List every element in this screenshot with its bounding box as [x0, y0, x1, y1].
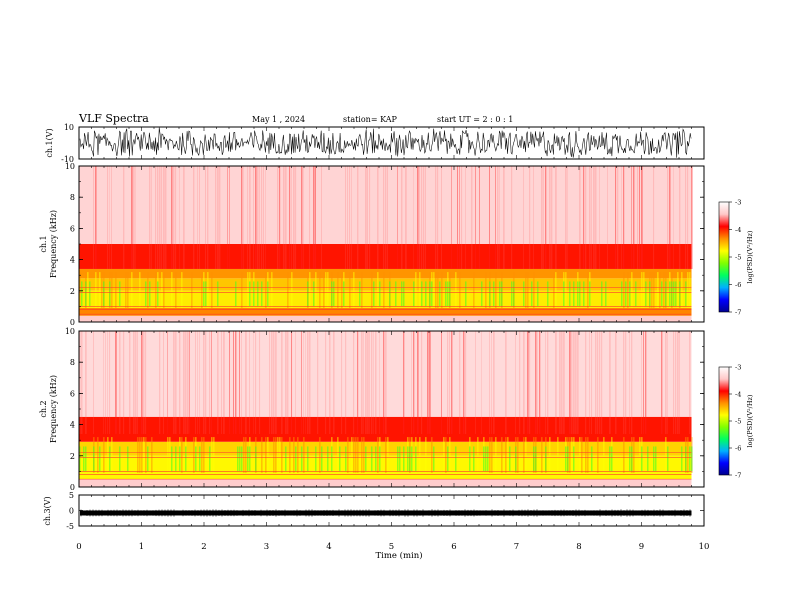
ch3-voltage-axis-label: ch.3(V) — [43, 496, 52, 525]
frequency-tick-label: 6 — [70, 224, 75, 233]
time-tick-label: 9 — [639, 542, 644, 552]
colorbar-tick-label: -4 — [735, 391, 741, 399]
ch2-colorbar: -3 -4 -5 -6 -7 log(PSD)(V²/Hz) — [718, 364, 754, 480]
frequency-tick-label: 2 — [70, 287, 75, 296]
voltage-tick-label: -5 — [66, 522, 74, 531]
frequency-tick-label: 10 — [65, 327, 75, 336]
ch1-frequency-axis-label: Frequency (kHz) — [49, 210, 58, 278]
colorbar-tick-label: -3 — [735, 364, 741, 372]
frequency-tick-label: 4 — [70, 421, 75, 430]
ch3-waveform-trace — [80, 510, 692, 516]
ch2-colorbar-label: log(PSD)(V²/Hz) — [746, 394, 754, 447]
time-tick-label: 7 — [514, 542, 519, 552]
colorbar-tick-label: -4 — [735, 226, 741, 234]
spectrogram-band — [79, 331, 692, 417]
date-label: May 1 , 2024 — [252, 115, 305, 124]
ch2-channel-axis-label: ch.2 — [39, 400, 48, 417]
frequency-tick-label: 10 — [65, 162, 75, 171]
time-tick-label: 8 — [576, 542, 581, 552]
spectrogram-band — [79, 479, 692, 487]
ch2-spectrogram-panel: 0 2 4 6 8 10 ch.2 Frequency (kHz) — [39, 327, 705, 492]
frequency-tick-label: 8 — [70, 193, 75, 202]
voltage-tick-label: 5 — [69, 491, 74, 500]
start-time-label: start UT = 2 : 0 : 1 — [437, 115, 513, 124]
ch1-waveform-trace — [79, 127, 692, 158]
ch3-waveform-panel: 5 0 -5 ch.3(V) — [43, 491, 705, 531]
ch1-colorbar-label: log(PSD)(V²/Hz) — [746, 230, 754, 283]
frequency-tick-label: 0 — [70, 318, 75, 327]
frequency-tick-label: 6 — [70, 389, 75, 398]
figure-title: VLF Spectra — [78, 112, 149, 125]
time-tick-label: 1 — [139, 542, 144, 552]
colorbar-tick-label: -5 — [735, 418, 741, 426]
colorbar-tick-label: -3 — [735, 199, 741, 207]
ch1-spectrogram-panel: 0 2 4 6 8 10 ch.1 Frequency (kHz) — [39, 162, 705, 327]
ch1-waveform-panel: 10 -10 ch.1(V) — [45, 123, 705, 164]
time-axis-label: Time (min) — [375, 550, 422, 561]
ch1-channel-axis-label: ch.1 — [39, 235, 48, 252]
frequency-tick-label: 8 — [70, 358, 75, 367]
spectrogram-band — [79, 268, 692, 279]
time-tick-label: 5 — [389, 542, 394, 552]
ch2-frequency-axis-label: Frequency (kHz) — [49, 375, 58, 443]
spectrogram-texture — [79, 166, 693, 315]
time-tick-label: 2 — [201, 542, 206, 552]
spectrogram-band — [79, 315, 692, 322]
colorbar-tick-label: -6 — [735, 445, 741, 453]
time-tick-label: 4 — [326, 542, 331, 552]
station-label: station= KAP — [343, 115, 398, 124]
colorbar-tick-label: -5 — [735, 254, 741, 262]
voltage-tick-label: 0 — [69, 507, 74, 516]
time-tick-label: 0 — [76, 542, 81, 552]
time-axis: 0 1 2 3 4 5 6 7 8 9 10 — [76, 542, 709, 552]
spectrogram-band — [79, 244, 692, 269]
frequency-tick-label: 0 — [70, 483, 75, 492]
colorbar-tick-label: -7 — [735, 472, 741, 480]
voltage-tick-label: -10 — [61, 155, 74, 164]
ch1-voltage-axis-label: ch.1(V) — [45, 128, 54, 157]
ch2-colorbar-gradient — [718, 366, 730, 476]
spectrogram-band — [79, 166, 692, 244]
ch1-colorbar: -3 -4 -5 -6 -7 log(PSD)(V²/Hz) — [718, 199, 754, 317]
voltage-tick-label: 10 — [64, 123, 74, 132]
colorbar-tick-label: -7 — [735, 309, 741, 317]
spectrogram-band — [79, 290, 692, 308]
time-tick-label: 6 — [451, 542, 456, 552]
time-tick-label: 3 — [264, 542, 269, 552]
time-tick-label: 10 — [699, 542, 710, 552]
spectrogram-texture — [79, 331, 693, 480]
frequency-tick-label: 4 — [70, 256, 75, 265]
frequency-tick-label: 2 — [70, 452, 75, 461]
ch1-colorbar-gradient — [718, 201, 730, 313]
spectrogram-band — [79, 278, 692, 291]
spectrogram-band — [79, 307, 692, 316]
colorbar-tick-label: -6 — [735, 281, 741, 289]
